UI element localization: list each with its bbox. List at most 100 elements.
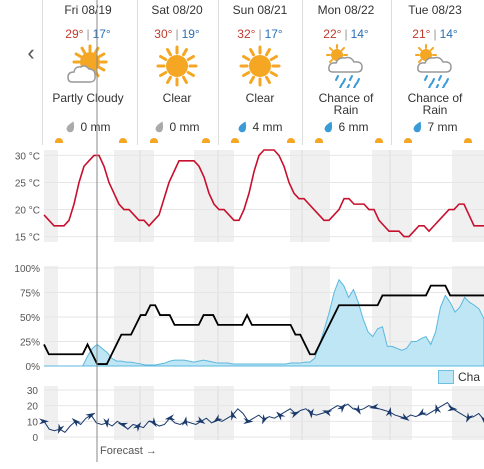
wind-arrow-icon-9 [85, 412, 96, 421]
temperature-line [43, 149, 484, 238]
high-temp: 22° [323, 27, 342, 41]
sunrise-icon [315, 138, 323, 143]
temp-separator: | [258, 27, 262, 41]
day-temperatures: 30° | 19° [138, 27, 216, 41]
wind-arrow-icon-45 [276, 411, 286, 421]
day-date: Sun 08/21 [232, 3, 288, 17]
day-temperatures: 21° | 14° [392, 27, 478, 41]
cloud-tick-label-0: 100% [14, 264, 40, 275]
low-temp: 14° [350, 27, 369, 41]
night-band-2-0 [44, 386, 58, 440]
precipitation: 0 mm [138, 120, 216, 134]
forecast-marker-label: Forecast → [100, 445, 157, 457]
temp-tick-label-0: 30 °C [15, 151, 40, 162]
night-band-0-5 [452, 150, 484, 242]
rain-legend-swatch [438, 370, 454, 384]
previous-day-button[interactable]: ‹ [20, 40, 42, 66]
wind-arrow-icon-48 [289, 411, 300, 419]
low-temp: 17° [264, 27, 283, 41]
wind-arrow-icon-3 [57, 423, 65, 434]
condition-text: Chance of Rain [407, 91, 463, 117]
rain-drop-blue-icon [324, 121, 334, 133]
rain-drop-blue-icon [413, 121, 423, 133]
wind-arrow-icon-66 [385, 407, 392, 418]
wind-arrow-icon-69 [399, 412, 410, 421]
day-column-3[interactable]: Mon 08/22 22° | 14° Chance of Rain 6 mm [302, 0, 389, 145]
precipitation: 6 mm [303, 120, 389, 134]
cloud-tick-label-1: 75% [20, 289, 40, 300]
cloud-tick-label-2: 50% [20, 313, 40, 324]
wind-tick-label-2: 10 [27, 417, 39, 428]
rain-drop-blue-icon [238, 121, 248, 133]
low-temp: 14° [439, 27, 458, 41]
sunrise-icon [55, 138, 63, 143]
wind-arrow-icon-0 [39, 418, 49, 425]
wind-arrow-icon-42 [261, 413, 269, 425]
wind-arrow-icon-18 [132, 421, 142, 432]
wind-arrow-icon-12 [103, 417, 110, 428]
sunset-icon [375, 138, 383, 143]
condition-text: Chance of Rain [318, 91, 374, 117]
precipitation: 0 mm [43, 120, 133, 134]
chance-of-rain-area [44, 278, 484, 367]
day-column-2[interactable]: Sun 08/21 32° | 17° Clear 4 mm [218, 0, 301, 145]
temp-tick-label-3: 15 °C [15, 233, 40, 244]
cloud-cover-line [43, 284, 484, 365]
wind-arrow-icon-39 [243, 418, 254, 425]
legend-label: Cha [458, 370, 481, 384]
wind-arrow-icon-21 [148, 417, 157, 428]
cloud-tick-label-3: 25% [20, 338, 40, 349]
wind-arrow-icon-84 [480, 416, 484, 426]
wind-arrow-icon-63 [369, 403, 380, 410]
high-temp: 29° [65, 27, 84, 41]
sunrise-icon [404, 138, 412, 143]
wind-arrow-icon-57 [337, 403, 346, 414]
night-band-1-1 [114, 266, 154, 366]
wind-tick-label-0: 30 [27, 386, 39, 397]
cloud-tick-label-4: 0% [26, 362, 41, 373]
wind-arrow-icon-72 [417, 408, 427, 417]
daily-forecast-strip: ‹ Fri 08/19 29° | 17° Partly Cloudy 0 mm S… [0, 0, 484, 145]
wind-arrow-icon-33 [212, 414, 223, 423]
day-date: Sat 08/20 [151, 3, 203, 17]
night-band-0-0 [44, 150, 58, 242]
wind-arrow-icon-24 [164, 414, 176, 421]
precip-amount: 6 mm [338, 120, 369, 134]
precipitation: 4 mm [219, 120, 301, 134]
wind-arrow-icon-36 [231, 410, 237, 421]
night-band-0-4 [372, 150, 412, 242]
precip-amount: 4 mm [252, 120, 283, 134]
wind-tick-label-3: 0 [32, 433, 38, 444]
temp-separator: | [86, 27, 90, 41]
sunrise-icon [231, 138, 239, 143]
condition-text: Partly Cloudy [52, 91, 124, 105]
day-column-1[interactable]: Sat 08/20 30° | 19° Clear 0 mm [137, 0, 216, 145]
wind-arrow-icon-81 [466, 412, 474, 423]
high-temp: 21° [412, 27, 431, 41]
wind-arrow-icon-30 [195, 416, 206, 424]
night-band-0-1 [114, 150, 154, 242]
day-column-4[interactable]: Tue 08/23 21° | 14° Chance of Rain 7 mm [391, 0, 478, 145]
wind-arrow-icon-27 [181, 416, 188, 427]
sunset-icon [202, 138, 210, 143]
wind-arrow-icon-75 [435, 403, 442, 415]
precipitation: 7 mm [392, 120, 478, 134]
temp-tick-label-2: 20 °C [15, 206, 40, 217]
wind-arrow-icon-78 [447, 405, 458, 412]
wind-arrow-icon-6 [71, 417, 82, 427]
condition-text: Clear [245, 91, 275, 105]
high-temp: 32° [237, 27, 256, 41]
sunset-icon [464, 138, 472, 143]
chart-legend: Cha [438, 370, 480, 384]
sunrise-icon [150, 138, 158, 143]
sun-cloud-rain-icon [413, 44, 457, 90]
sun-icon [155, 44, 199, 88]
wind-tick-label-1: 20 [27, 402, 39, 413]
day-temperatures: 32° | 17° [219, 27, 301, 41]
night-band-1-0 [44, 266, 58, 366]
night-band-2-2 [194, 386, 234, 440]
day-date: Tue 08/23 [408, 3, 462, 17]
day-temperatures: 22° | 14° [303, 27, 389, 41]
day-column-0[interactable]: Fri 08/19 29° | 17° Partly Cloudy 0 mm [42, 0, 133, 145]
